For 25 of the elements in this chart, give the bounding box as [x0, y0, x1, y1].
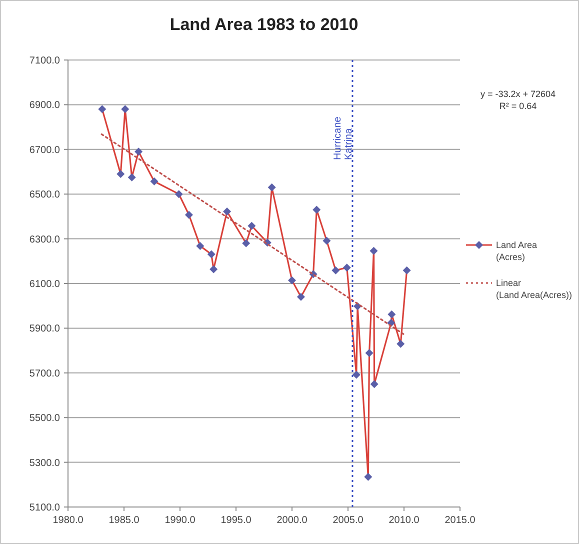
x-tick-label: 2000.0 [276, 515, 308, 526]
y-tick-label: 6100.0 [29, 279, 60, 290]
x-tick-label: 1990.0 [164, 515, 196, 526]
y-tick-label: 5100.0 [29, 502, 60, 514]
x-tick-label: 2010.0 [388, 515, 420, 526]
y-tick-label: 5500.0 [29, 413, 60, 424]
y-tick-label: 5700.0 [29, 368, 60, 380]
x-tick-label: 2015.0 [444, 515, 476, 526]
text: R² = 0.64 [499, 101, 537, 111]
text: y = -33.2x + 72604 [480, 89, 556, 99]
y-tick-label: 6300.0 [29, 234, 60, 246]
x-tick-label: 1985.0 [108, 515, 140, 526]
x-tick-label: 1995.0 [220, 515, 252, 526]
legend-label: Linear (Land Area(Acres)) [496, 278, 572, 300]
y-tick-label: 5300.0 [29, 458, 60, 469]
y-tick-label: 5900.0 [29, 324, 60, 335]
y-tick-label: 6500.0 [29, 190, 60, 201]
y-tick-label: 6900.0 [29, 100, 60, 112]
x-tick-label: 2005.0 [332, 515, 364, 526]
y-tick-label: 7100.0 [29, 56, 60, 66]
ref-line-label: Hurricane Katrina [332, 116, 354, 160]
x-tick-label: 1980.0 [52, 515, 84, 526]
legend-label: Land Area (Acres) [496, 240, 538, 262]
y-tick-label: 6700.0 [29, 144, 60, 156]
chart-title: Land Area 1983 to 2010 [170, 15, 358, 34]
